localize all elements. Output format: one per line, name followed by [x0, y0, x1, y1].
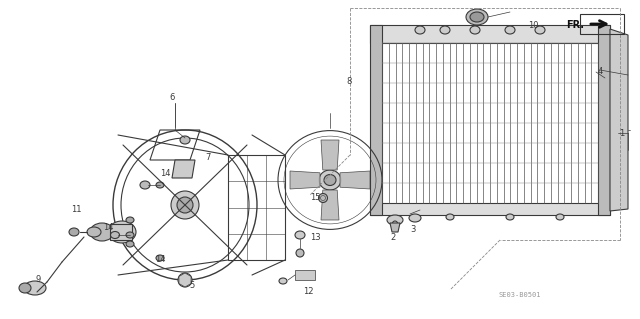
Polygon shape: [598, 25, 610, 215]
Ellipse shape: [156, 182, 164, 188]
Ellipse shape: [111, 232, 120, 239]
Ellipse shape: [171, 191, 199, 219]
Ellipse shape: [535, 26, 545, 34]
Ellipse shape: [319, 170, 341, 190]
Ellipse shape: [178, 273, 192, 287]
Ellipse shape: [319, 194, 328, 203]
Text: FR.: FR.: [566, 20, 584, 30]
Ellipse shape: [156, 255, 164, 261]
Ellipse shape: [409, 214, 421, 222]
Polygon shape: [610, 29, 628, 211]
Text: 15: 15: [310, 192, 320, 202]
Polygon shape: [370, 203, 610, 215]
Ellipse shape: [90, 223, 114, 241]
Ellipse shape: [279, 278, 287, 284]
Text: 14: 14: [103, 224, 113, 233]
Text: SE03-B0501: SE03-B0501: [499, 292, 541, 298]
Ellipse shape: [324, 174, 336, 186]
Ellipse shape: [140, 181, 150, 189]
Polygon shape: [295, 270, 315, 280]
Ellipse shape: [69, 228, 79, 236]
Polygon shape: [321, 190, 339, 220]
Text: 5: 5: [189, 281, 195, 291]
Text: 14: 14: [160, 168, 170, 177]
Text: 1: 1: [620, 129, 625, 137]
Polygon shape: [290, 171, 320, 189]
Text: 6: 6: [170, 93, 175, 102]
Ellipse shape: [295, 231, 305, 239]
Ellipse shape: [556, 214, 564, 220]
Polygon shape: [370, 25, 610, 43]
Polygon shape: [390, 223, 400, 232]
Ellipse shape: [506, 214, 514, 220]
Ellipse shape: [177, 197, 193, 213]
Text: 2: 2: [390, 234, 396, 242]
Polygon shape: [370, 25, 382, 215]
Polygon shape: [179, 273, 191, 287]
Ellipse shape: [19, 283, 31, 293]
Text: 11: 11: [71, 205, 81, 214]
Ellipse shape: [470, 12, 484, 22]
Text: 10: 10: [528, 20, 538, 29]
Ellipse shape: [126, 217, 134, 223]
Ellipse shape: [505, 26, 515, 34]
Ellipse shape: [126, 232, 134, 238]
Ellipse shape: [24, 281, 46, 295]
Ellipse shape: [466, 9, 488, 25]
Ellipse shape: [446, 214, 454, 220]
Ellipse shape: [180, 136, 190, 144]
Text: 7: 7: [205, 152, 211, 161]
Polygon shape: [321, 140, 339, 170]
Ellipse shape: [87, 227, 101, 237]
Text: 8: 8: [346, 78, 352, 86]
Polygon shape: [340, 171, 370, 189]
Bar: [580, 14, 624, 34]
Text: 14: 14: [155, 256, 165, 264]
Text: 9: 9: [35, 276, 40, 285]
Text: 4: 4: [597, 68, 603, 77]
Ellipse shape: [387, 215, 403, 225]
Text: 3: 3: [410, 226, 416, 234]
Ellipse shape: [126, 241, 134, 247]
Text: 13: 13: [310, 234, 320, 242]
Ellipse shape: [440, 26, 450, 34]
Text: 12: 12: [303, 287, 313, 296]
Ellipse shape: [296, 249, 304, 257]
Polygon shape: [110, 224, 132, 240]
Ellipse shape: [108, 221, 136, 243]
Polygon shape: [172, 160, 195, 178]
Ellipse shape: [470, 26, 480, 34]
Ellipse shape: [415, 26, 425, 34]
